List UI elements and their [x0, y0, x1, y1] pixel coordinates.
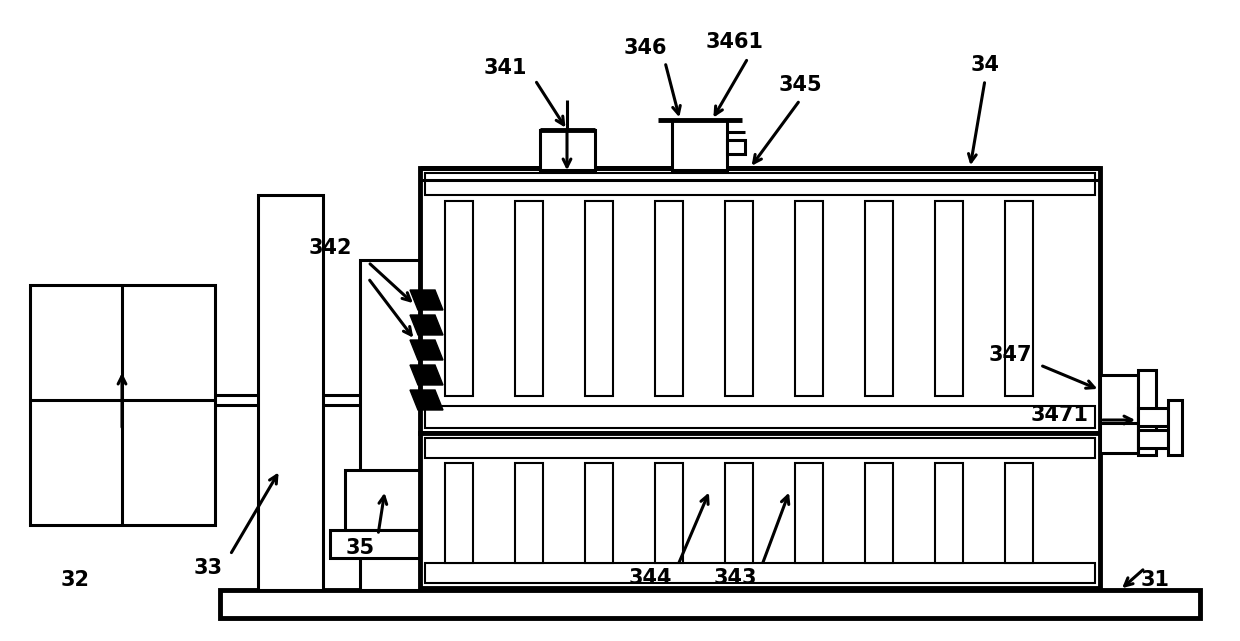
Bar — [515, 201, 543, 396]
Bar — [655, 463, 683, 563]
Text: 347: 347 — [988, 345, 1032, 365]
Bar — [1138, 370, 1156, 455]
Bar — [585, 201, 613, 396]
Bar — [330, 530, 450, 558]
Bar — [866, 463, 893, 563]
Bar — [935, 201, 963, 396]
Bar — [672, 120, 727, 170]
Bar — [360, 260, 420, 590]
Text: 343: 343 — [713, 568, 756, 588]
Bar — [425, 563, 1095, 583]
Bar — [1004, 463, 1033, 563]
Text: 345: 345 — [779, 75, 822, 95]
Bar — [1100, 423, 1138, 453]
Bar — [539, 130, 595, 170]
Bar — [795, 463, 823, 563]
Bar — [425, 406, 1095, 428]
Bar — [1138, 408, 1168, 426]
Bar — [725, 201, 753, 396]
Bar — [1168, 400, 1182, 455]
Bar — [425, 438, 1095, 458]
Bar — [725, 463, 753, 563]
Text: 35: 35 — [346, 538, 374, 558]
Bar — [1004, 201, 1033, 396]
Text: 33: 33 — [193, 558, 222, 578]
Bar — [30, 285, 215, 525]
Text: 344: 344 — [629, 568, 672, 588]
Bar — [1100, 375, 1138, 423]
Polygon shape — [410, 290, 443, 310]
Polygon shape — [410, 340, 443, 360]
Bar — [866, 201, 893, 396]
Bar — [258, 195, 322, 590]
Bar — [515, 463, 543, 563]
Bar — [425, 173, 1095, 195]
Bar — [345, 470, 435, 530]
Bar — [1138, 430, 1168, 448]
Text: 342: 342 — [309, 238, 352, 258]
Bar — [585, 463, 613, 563]
Text: 32: 32 — [61, 570, 89, 590]
Polygon shape — [410, 365, 443, 385]
Text: 34: 34 — [971, 55, 999, 75]
Bar — [655, 201, 683, 396]
Bar — [727, 140, 745, 154]
Bar — [445, 463, 472, 563]
Text: 341: 341 — [484, 58, 527, 78]
Text: 31: 31 — [1141, 570, 1169, 590]
Bar — [445, 201, 472, 396]
Text: 3471: 3471 — [1030, 405, 1089, 425]
Bar — [420, 168, 1100, 433]
Polygon shape — [410, 390, 443, 410]
Text: 346: 346 — [624, 38, 667, 58]
Text: 3461: 3461 — [706, 32, 764, 52]
Bar — [795, 201, 823, 396]
Polygon shape — [410, 315, 443, 335]
Bar — [219, 590, 1200, 618]
Bar — [420, 433, 1100, 588]
Bar — [935, 463, 963, 563]
